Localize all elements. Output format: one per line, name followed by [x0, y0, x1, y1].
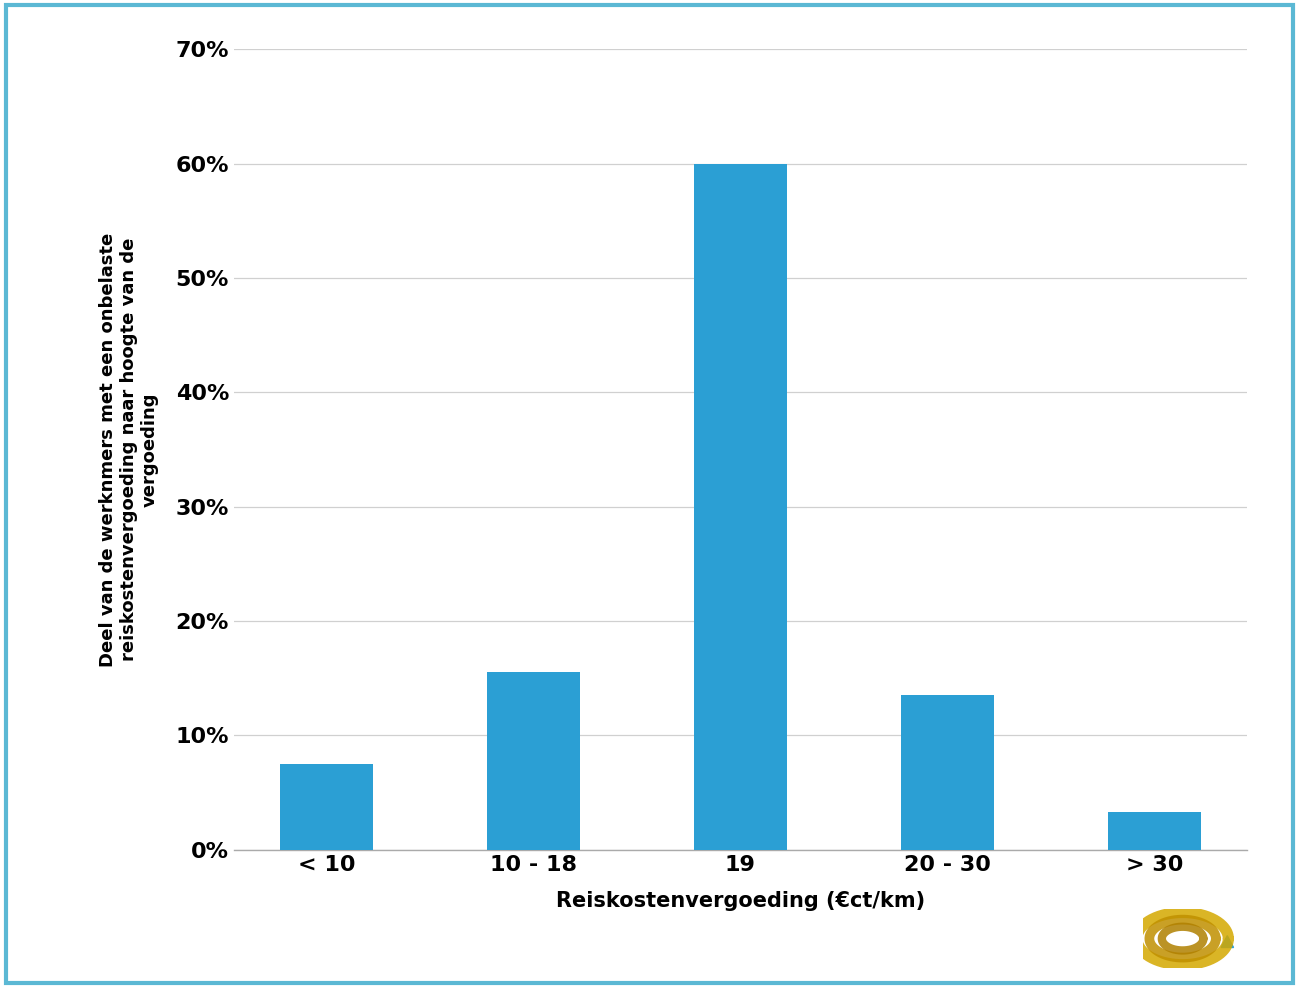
- Bar: [900, 696, 994, 850]
- Y-axis label: Deel van de werknmers met een onbelaste
reiskostenvergoeding naar hoogte van de
: Deel van de werknmers met een onbelaste …: [99, 232, 158, 667]
- X-axis label: Reiskostenvergoeding (€ct/km): Reiskostenvergoeding (€ct/km): [556, 891, 925, 911]
- Bar: [487, 673, 581, 850]
- Polygon shape: [1221, 936, 1234, 947]
- Bar: [279, 764, 373, 850]
- Bar: [1108, 812, 1202, 850]
- Bar: [694, 164, 787, 850]
